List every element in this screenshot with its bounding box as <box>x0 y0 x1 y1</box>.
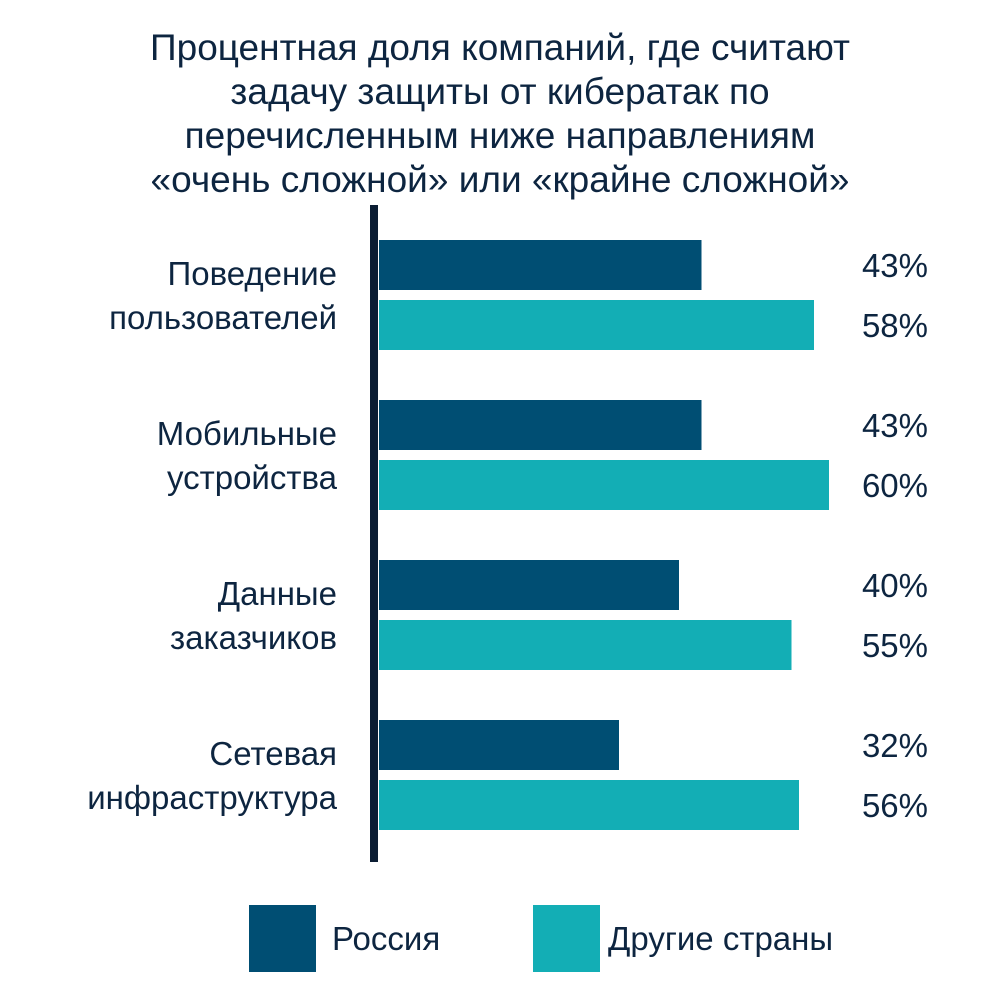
legend: Россия Другие страны <box>249 905 833 972</box>
category-label: инфраструктура <box>87 779 337 816</box>
y-axis-line <box>370 205 378 862</box>
category-labels: Поведение пользователей Мобильные устройств… <box>87 255 337 816</box>
chart-title-line: задачу защиты от кибератак по <box>230 71 769 112</box>
bars-group <box>379 240 829 830</box>
bar-russia <box>379 720 619 770</box>
value-label-russia: 32% <box>862 727 928 764</box>
value-label-other-countries: 60% <box>862 467 928 504</box>
value-label-russia: 43% <box>862 407 928 444</box>
chart-title: Процентная доля компаний, где считаютзад… <box>150 27 850 200</box>
legend-label-other-countries: Другие страны <box>608 920 833 957</box>
value-label-other-countries: 55% <box>862 627 928 664</box>
category-label: заказчиков <box>170 619 337 656</box>
category-label: Мобильные <box>157 415 337 452</box>
bar-russia <box>379 400 702 450</box>
bar-other-countries <box>379 620 792 670</box>
category-label: Данные <box>218 575 337 612</box>
legend-label-russia: Россия <box>332 920 440 957</box>
category-label: устройства <box>167 459 338 496</box>
bar-other-countries <box>379 780 799 830</box>
category-label: пользователей <box>109 299 337 336</box>
chart-title-line: «очень сложной» или «крайне сложной» <box>151 159 850 200</box>
value-label-other-countries: 56% <box>862 787 928 824</box>
value-label-russia: 40% <box>862 567 928 604</box>
chart-title-line: Процентная доля компаний, где считают <box>150 27 850 68</box>
legend-swatch-russia <box>249 905 316 972</box>
axis-group <box>370 205 378 862</box>
value-label-other-countries: 58% <box>862 307 928 344</box>
legend-swatch-other-countries <box>533 905 600 972</box>
bar-russia <box>379 240 702 290</box>
value-label-russia: 43% <box>862 247 928 284</box>
bar-other-countries <box>379 460 829 510</box>
bar-other-countries <box>379 300 814 350</box>
chart-title-line: перечисленным ниже направлениям <box>185 115 816 156</box>
value-labels: 43% 58% 43% 60% 40% 55% 32% 56% <box>862 247 928 824</box>
category-label: Поведение <box>168 255 337 292</box>
bar-russia <box>379 560 679 610</box>
category-label: Сетевая <box>209 735 337 772</box>
